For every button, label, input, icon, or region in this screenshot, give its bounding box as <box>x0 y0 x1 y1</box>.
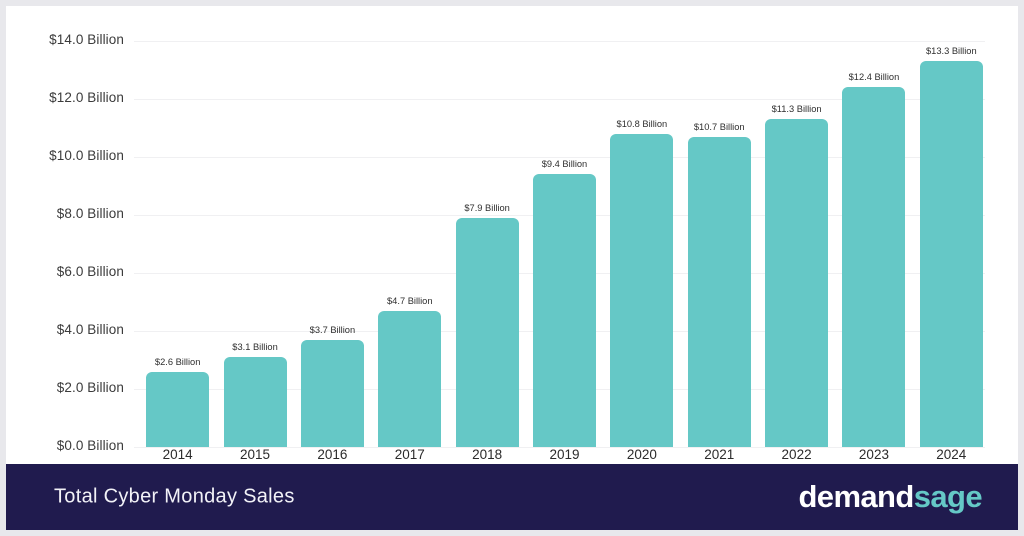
bar-slot: $3.7 Billion <box>300 41 364 447</box>
y-axis-tick-label: $8.0 Billion <box>56 206 124 221</box>
footer-title: Total Cyber Monday Sales <box>54 485 295 508</box>
y-axis-labels: $0.0 Billion $2.0 Billion $4.0 Billion $6.0… <box>6 32 124 453</box>
bar-slot: $3.1 Billion <box>223 41 287 447</box>
bar-slot: $11.3 Billion <box>765 41 829 447</box>
plot-area: $2.6 Billion $3.1 Billion $3.7 Billion $4.7… <box>134 41 985 448</box>
bar-slot: $10.8 Billion <box>610 41 674 447</box>
chart-region: $0.0 Billion $2.0 Billion $4.0 Billion $6.0… <box>6 6 1018 464</box>
y-axis-tick-label: $12.0 Billion <box>49 90 124 105</box>
bar[interactable] <box>455 217 519 447</box>
x-axis-labels: 2014 2015 2016 2017 2018 2019 2020 2021 2022 2023… <box>134 447 985 464</box>
x-axis-tick-label: 2019 <box>549 447 580 462</box>
bar-value-label: $10.8 Billion <box>616 118 668 129</box>
bar-slot: $12.4 Billion <box>842 41 906 447</box>
x-axis-tick-label: 2017 <box>394 447 425 462</box>
bar[interactable] <box>610 133 674 447</box>
bar-slot: $13.3 Billion <box>919 41 983 447</box>
bar-value-label: $12.4 Billion <box>848 72 900 83</box>
bar-slot: $10.7 Billion <box>687 41 751 447</box>
gridline <box>134 99 985 100</box>
x-axis-tick-label: 2020 <box>626 447 657 462</box>
bar-value-label: $3.7 Billion <box>309 324 356 335</box>
x-axis-tick-label: 2021 <box>704 447 735 462</box>
bar-value-label: $7.9 Billion <box>464 202 510 213</box>
bar[interactable] <box>300 339 364 447</box>
bar[interactable] <box>687 136 751 447</box>
bar[interactable] <box>146 371 210 447</box>
y-axis-tick-label: $14.0 Billion <box>49 32 124 47</box>
bar-slot: $2.6 Billion <box>146 41 210 447</box>
bar[interactable] <box>765 119 829 447</box>
y-axis-tick-label: $6.0 Billion <box>56 264 124 279</box>
bar[interactable] <box>223 357 287 447</box>
x-axis-tick-label: 2018 <box>472 447 503 462</box>
bar[interactable] <box>378 310 442 447</box>
y-axis-tick-label: $4.0 Billion <box>56 322 124 337</box>
bar-value-label: $9.4 Billion <box>541 159 588 170</box>
logo-text-demand: demand <box>798 479 914 514</box>
bar-value-label: $3.1 Billion <box>232 342 278 353</box>
bar-series: $2.6 Billion $3.1 Billion $3.7 Billion $4.7… <box>134 41 985 447</box>
y-axis-tick-label: $10.0 Billion <box>49 148 124 163</box>
x-axis-tick-label: 2014 <box>162 447 193 462</box>
x-axis-tick-label: 2023 <box>858 447 889 462</box>
gridline <box>134 41 985 42</box>
footer-banner: Total Cyber Monday Sales demandsage <box>6 464 1018 530</box>
bar-value-label: $4.7 Billion <box>387 295 433 306</box>
infographic-card: $0.0 Billion $2.0 Billion $4.0 Billion $6.0… <box>6 6 1018 530</box>
bar-value-label: $11.3 Billion <box>771 104 822 115</box>
logo-text-sage: sage <box>913 479 983 514</box>
gridline <box>134 157 985 158</box>
x-axis-tick-label: 2015 <box>240 447 271 462</box>
bar-slot: $7.9 Billion <box>455 41 519 447</box>
bar-value-label: $10.7 Billion <box>693 121 745 132</box>
x-axis-tick-label: 2016 <box>317 447 348 462</box>
bar-slot: $4.7 Billion <box>378 41 442 447</box>
y-axis-tick-label: $0.0 Billion <box>56 438 124 453</box>
x-axis-tick-label: 2022 <box>781 447 812 462</box>
x-axis-tick-label: 2024 <box>936 447 967 462</box>
bar[interactable] <box>533 174 596 447</box>
gridline <box>134 447 985 448</box>
bar-slot: $9.4 Billion <box>533 41 596 447</box>
demandsage-logo: demandsage <box>798 479 982 515</box>
y-axis-tick-label: $2.0 Billion <box>56 380 124 395</box>
bar-value-label: $13.3 Billion <box>925 46 977 57</box>
bar-value-label: $2.6 Billion <box>154 356 201 367</box>
bar[interactable] <box>919 61 983 447</box>
bar[interactable] <box>842 87 906 447</box>
